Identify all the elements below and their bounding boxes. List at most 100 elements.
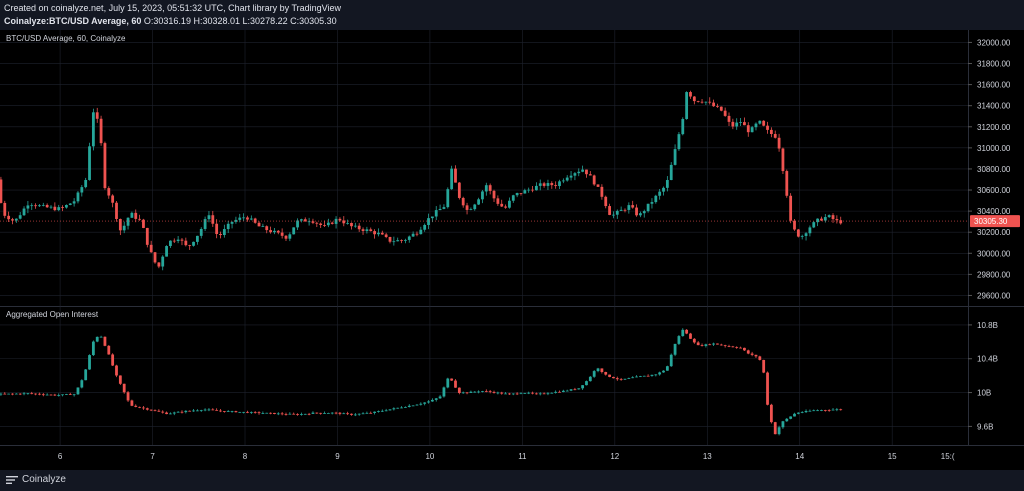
candle-body [342,220,346,224]
candle-body [149,244,153,253]
candle-body [353,225,357,227]
candle-body [172,240,176,242]
candle-body [411,233,415,237]
candle-body [99,118,103,144]
price-axis: 32000.00 31800.00 31600.00 31400.00 31200.00… [0,38,1020,300]
candle-body [95,112,99,119]
candle-body [284,235,288,239]
candle-body [511,195,515,201]
price-tick-label: 29800.00 [977,270,1011,279]
candle-body [346,413,350,415]
candle-body [577,388,581,390]
chart-area[interactable]: 32000.00 31800.00 31600.00 31400.00 31200.00… [0,30,1024,470]
candle-body [111,195,115,203]
candle-body [377,411,380,412]
candle-body [142,407,145,409]
candle-body [249,218,253,220]
candle-body [292,413,296,415]
candle-body [18,393,22,395]
candle-body [496,392,500,394]
candle-body [442,387,446,397]
candle-body [91,341,95,356]
candle-body [496,198,500,204]
candle-body [735,122,739,127]
candle-body [303,413,307,415]
candle-body [34,205,37,207]
candle-body [773,422,777,435]
candle-body [88,146,91,180]
candle-body [808,410,812,412]
candle-body [76,387,80,395]
candle-body [592,371,596,377]
price-tick-label: 30200.00 [977,228,1011,237]
candle-body [115,202,118,219]
candle-body [350,222,353,227]
candle-body [669,354,673,367]
candle-body [504,393,507,395]
candle-body [796,229,800,237]
candle-body [696,101,700,102]
candle-body [115,365,118,376]
candle-body [238,411,242,413]
candle-body [573,389,577,391]
candle-body [500,392,504,394]
candle-body [38,205,41,207]
candle-body [793,220,796,230]
time-tick-label: 6 [58,452,63,461]
price-tick-label: 31800.00 [977,60,1011,69]
candle-body [565,390,569,392]
chart-svg[interactable]: 32000.00 31800.00 31600.00 31400.00 31200.00… [0,30,1024,470]
candle-body [169,413,172,415]
candle-body [14,393,18,395]
candle-body [669,164,673,181]
candle-body [515,192,519,196]
candle-body [550,183,554,186]
candle-body [427,218,430,225]
candle-body [142,219,145,228]
candle-body [588,174,592,176]
candle-body [673,149,677,165]
candle-body [195,410,199,412]
candle-body [677,336,681,344]
candle-body [238,217,242,220]
candle-body [249,411,253,413]
candle-body [65,204,68,208]
candle-body [373,231,376,235]
candle-body [307,413,311,415]
candle-body [500,203,504,207]
candle-body [80,380,84,388]
candle-body [839,409,843,411]
candle-body [257,222,261,227]
oi-axis: 10.8B 10.4B 10B 9.6B [968,321,998,431]
candle-body [234,411,238,413]
candle-body [45,204,49,208]
candle-body [157,262,161,267]
candle-body [477,391,481,393]
candle-body [388,409,392,411]
candle-body [188,410,192,412]
candle-body [242,217,246,219]
candle-body [504,206,507,208]
candle-body [604,371,608,375]
candle-body [207,215,211,220]
candle-body [149,409,153,411]
candle-body [219,410,222,412]
candle-body [41,204,45,206]
candle-body [473,204,477,210]
candle-body [261,226,265,228]
candle-body [84,179,88,188]
candle-body [623,378,627,380]
candle-body [130,400,134,406]
candle-body [161,256,165,267]
time-tick-label: 7 [150,452,155,461]
price-tick-label: 29600.00 [977,291,1011,300]
time-tick-label: 15 [888,452,897,461]
candle-body [234,219,238,222]
candle-body [531,189,534,191]
candle-body [754,123,758,128]
brand-logo[interactable]: Coinalyze [6,474,66,485]
time-tick-label: 15:( [941,452,955,461]
candle-body [188,245,192,246]
candle-body [18,215,22,219]
time-tick-label: 14 [795,452,804,461]
